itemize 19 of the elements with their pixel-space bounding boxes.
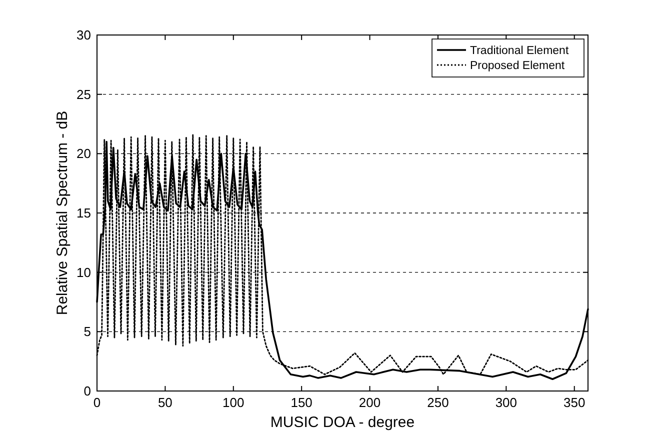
x-tick-label: 50: [158, 395, 172, 410]
y-tick-label: 15: [76, 206, 91, 220]
legend-label: Proposed Element: [470, 60, 566, 72]
x-tick-label: 300: [495, 395, 518, 410]
x-tick-label: 250: [427, 395, 449, 410]
y-tick-label: 10: [76, 264, 91, 280]
x-tick-label: 150: [290, 395, 312, 410]
x-tick-label: 0: [93, 395, 101, 410]
y-tick-label: 20: [76, 146, 91, 162]
x-tick-label: 100: [222, 395, 244, 410]
y-axis-title: Relative Spatial Spectrum - dB: [54, 110, 71, 316]
legend-label: Traditional Element: [470, 45, 570, 57]
y-tick-label: 0: [84, 384, 91, 398]
y-tick-label: 30: [76, 28, 91, 42]
x-axis-title: MUSIC DOA - degree: [270, 414, 415, 431]
y-tick-label: 5: [84, 324, 91, 340]
x-tick-label: 200: [358, 395, 381, 410]
y-tick-label: 25: [76, 86, 91, 102]
x-tick-label: 350: [564, 395, 586, 410]
